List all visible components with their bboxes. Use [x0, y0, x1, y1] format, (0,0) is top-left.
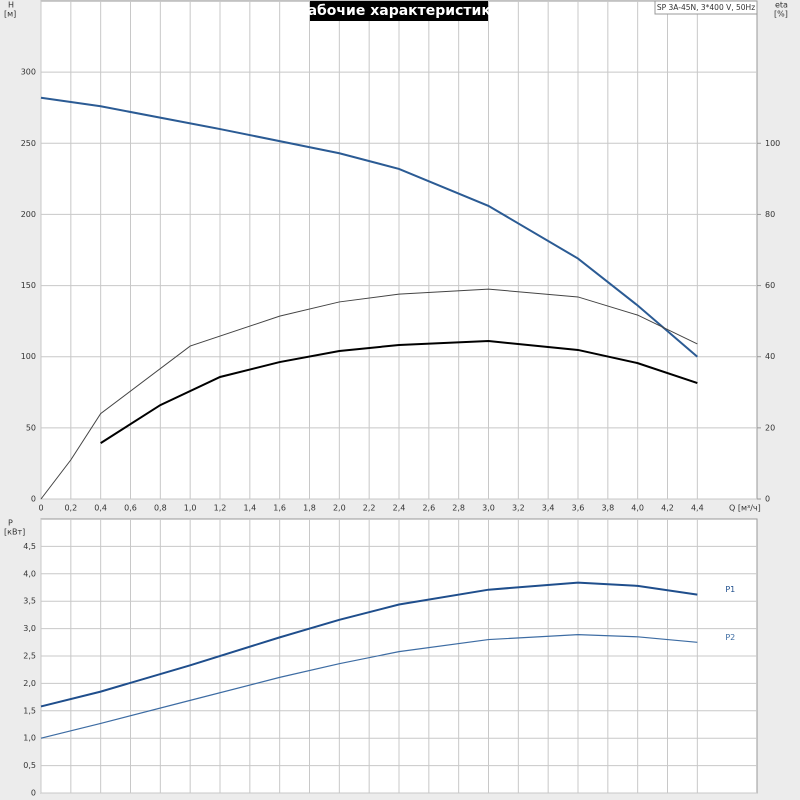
y-tick-label: 2,0 [23, 679, 36, 688]
y-tick-label: 150 [21, 281, 36, 290]
x-tick-label: 0,2 [64, 504, 77, 513]
x-tick-label: 3,2 [512, 504, 525, 513]
y2-tick-label: 100 [765, 139, 780, 148]
title-box [310, 1, 488, 21]
y-tick-label: 3,0 [23, 624, 36, 633]
chart-title: Рабочие характеристики [297, 3, 500, 19]
y-tick-label: 250 [21, 139, 36, 148]
y-tick-label: 1,0 [23, 734, 36, 743]
series-line [40, 288, 698, 500]
x-tick-label: 3,6 [572, 504, 585, 513]
x-tick-label: 1,6 [273, 504, 286, 513]
x-tick-label: 2,8 [452, 504, 465, 513]
x-tick-label: 2,0 [333, 504, 346, 513]
y-tick-label: 2,5 [23, 652, 36, 661]
x-tick-label: 1,8 [303, 504, 316, 513]
x-tick-label: 2,2 [363, 504, 376, 513]
y-tick-label: 0,5 [23, 761, 36, 770]
x-tick-label: 3,4 [542, 504, 555, 513]
x-tick-label: 3,8 [601, 504, 614, 513]
x-tick-label: 0,6 [124, 504, 137, 513]
y-tick-label: 3,5 [23, 597, 36, 606]
x-tick-label: 0,4 [94, 504, 107, 513]
x-tick-label: 1,4 [243, 504, 256, 513]
y-tick-label: 200 [21, 210, 36, 219]
y2-tick-label: 40 [765, 352, 775, 361]
y2-axis-label: eta [775, 1, 788, 10]
y-tick-label: 4,5 [23, 542, 36, 551]
series-line [40, 634, 698, 739]
series-line [100, 340, 698, 444]
y-axis-unit: [кВт] [4, 528, 25, 537]
y2-tick-label: 20 [765, 423, 775, 432]
x-tick-label: 1,2 [214, 504, 227, 513]
y-tick-label: 100 [21, 352, 36, 361]
y-tick-label: 4,0 [23, 569, 36, 578]
x-tick-label: 4,0 [631, 504, 644, 513]
x-tick-label: 3,0 [482, 504, 495, 513]
y2-axis-unit: [%] [774, 10, 788, 19]
x-tick-label: 2,6 [422, 504, 435, 513]
series-line [40, 96, 698, 358]
x-tick-label: 4,4 [691, 504, 704, 513]
y-tick-label: 1,5 [23, 706, 36, 715]
y2-tick-label: 60 [765, 281, 775, 290]
y-tick-label: 50 [26, 423, 36, 432]
x-tick-label: 0,8 [154, 504, 167, 513]
y-tick-label: 0 [31, 789, 36, 798]
series-line [40, 581, 698, 708]
y-tick-label: 300 [21, 68, 36, 77]
series-label: P2 [725, 633, 735, 642]
x-tick-label: 4,2 [661, 504, 674, 513]
y2-tick-label: 0 [765, 495, 770, 504]
x-axis-label: Q [м³/ч] [729, 504, 761, 513]
x-tick-label: 0 [38, 504, 43, 513]
x-tick-label: 2,4 [393, 504, 406, 513]
y-axis-label: P [8, 519, 13, 528]
series-label: P1 [725, 585, 735, 594]
subtitle: SP 3A-45N, 3*400 V, 50Hz [657, 3, 755, 12]
x-tick-label: 1,0 [184, 504, 197, 513]
y2-tick-label: 80 [765, 210, 775, 219]
subtitle-box [654, 0, 758, 15]
y-axis-label: H [8, 1, 14, 10]
y-tick-label: 0 [31, 495, 36, 504]
y-axis-unit: [м] [4, 10, 16, 19]
